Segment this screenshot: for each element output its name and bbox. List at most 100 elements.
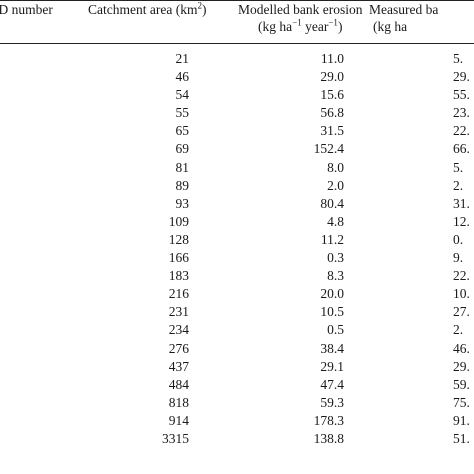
cell-modelled-erosion: 29.1	[320, 358, 344, 374]
cell-modelled-erosion: 31.5	[320, 123, 344, 139]
cell-catchment-area: 81	[175, 159, 190, 175]
cell-catchment-area: 21	[175, 51, 190, 66]
cell-measured-erosion: 66.	[453, 141, 470, 157]
cell-catchment-area: 484	[168, 376, 189, 392]
header-modelled-unit: (kg ha−1 year−1)	[238, 18, 362, 35]
table-row: 484 47.4 59.	[0, 376, 474, 394]
cell-measured-erosion: 29.	[453, 69, 470, 85]
cell-modelled-erosion: 29.0	[320, 69, 344, 85]
header-catchment-area: Catchment area (km2)	[88, 1, 206, 18]
table-row: 54 15.6 55.	[0, 86, 474, 104]
table-row: 276 38.4 46.	[0, 340, 474, 358]
cell-catchment-area: 231	[168, 304, 189, 320]
table-top-rule	[0, 0, 474, 1]
cell-catchment-area: 914	[168, 412, 189, 428]
cell-modelled-erosion: 11.2	[320, 231, 344, 247]
cell-catchment-area: 65	[175, 123, 190, 139]
cell-catchment-area: 3315	[162, 430, 189, 446]
cell-modelled-erosion: 8.0	[327, 159, 344, 175]
cell-catchment-area: 55	[175, 105, 190, 121]
cell-measured-erosion: 5.	[453, 159, 464, 175]
cell-modelled-erosion: 152.4	[313, 141, 344, 157]
table-row: 81 8.0 5.	[0, 159, 474, 177]
header-modelled-unit-part: (kg ha	[258, 19, 293, 34]
cell-modelled-erosion: 4.8	[327, 213, 344, 229]
cell-catchment-area: 89	[175, 177, 190, 193]
cell-modelled-erosion: 178.3	[313, 412, 344, 428]
cell-measured-erosion: 5.	[453, 51, 464, 66]
cell-measured-erosion: 91.	[453, 412, 470, 428]
cell-catchment-area: 437	[168, 358, 189, 374]
cell-measured-erosion: 59.	[453, 376, 470, 392]
cell-catchment-area: 46	[175, 69, 190, 85]
cell-measured-erosion: 10.	[453, 286, 470, 302]
table-body: 21 11.0 5. 46 29.0 29. 54 15.6 55. 55 56.8 23. 65 31.…	[0, 50, 474, 448]
header-area-close: )	[201, 2, 207, 17]
cell-measured-erosion: 2.	[453, 322, 464, 338]
cell-measured-erosion: 31.	[453, 195, 470, 211]
cell-modelled-erosion: 2.0	[327, 177, 344, 193]
header-modelled-label: Modelled bank erosion	[238, 2, 363, 17]
table-header-rule	[0, 43, 474, 44]
cell-modelled-erosion: 38.4	[320, 340, 344, 356]
cell-catchment-area: 54	[175, 87, 190, 103]
cell-catchment-area: 183	[168, 268, 189, 284]
cell-measured-erosion: 22.	[453, 268, 470, 284]
table-row: 69 152.4 66.	[0, 140, 474, 158]
header-measured-unit: (kg ha	[373, 19, 408, 34]
cell-catchment-area: 234	[168, 322, 189, 338]
table-row: 21 11.0 5.	[0, 50, 474, 68]
cell-modelled-erosion: 59.3	[320, 394, 344, 410]
cell-measured-erosion: 27.	[453, 304, 470, 320]
cell-measured-erosion: 9.	[453, 250, 464, 266]
cell-catchment-area: 818	[168, 394, 189, 410]
cell-measured-erosion: 55.	[453, 87, 470, 103]
table-row: 109 4.8 12.	[0, 213, 474, 231]
cell-catchment-area: 69	[175, 141, 190, 157]
cell-measured-erosion: 51.	[453, 430, 470, 446]
cell-modelled-erosion: 138.8	[313, 430, 344, 446]
cell-catchment-area: 109	[168, 213, 189, 229]
table-row: 437 29.1 29.	[0, 358, 474, 376]
table-row: 65 31.5 22.	[0, 122, 474, 140]
cell-modelled-erosion: 47.4	[320, 376, 344, 392]
cell-measured-erosion: 12.	[453, 213, 470, 229]
cell-catchment-area: 93	[175, 195, 190, 211]
cell-modelled-erosion: 0.5	[327, 322, 344, 338]
table-row: 216 20.0 10.	[0, 285, 474, 303]
cell-modelled-erosion: 20.0	[320, 286, 344, 302]
cell-modelled-erosion: 10.5	[320, 304, 344, 320]
header-area-label: Catchment area (km	[88, 2, 198, 17]
table-row: 183 8.3 22.	[0, 267, 474, 285]
header-id-label: ID number	[0, 2, 53, 17]
table-row: 3315 138.8 51.	[0, 430, 474, 448]
header-measured-bank-erosion: Measured ba (kg ha	[369, 1, 438, 35]
cell-modelled-erosion: 80.4	[320, 195, 344, 211]
header-modelled-bank-erosion: Modelled bank erosion (kg ha−1 year−1)	[238, 1, 362, 35]
cell-modelled-erosion: 15.6	[320, 87, 344, 103]
table-row: 128 11.2 0.	[0, 231, 474, 249]
table-row: 166 0.3 9.	[0, 249, 474, 267]
table-row: 46 29.0 29.	[0, 68, 474, 86]
cell-measured-erosion: 46.	[453, 340, 470, 356]
cell-measured-erosion: 29.	[453, 358, 470, 374]
header-modelled-unit-part: year	[301, 19, 329, 34]
table-row: 89 2.0 2.	[0, 177, 474, 195]
cell-measured-erosion: 2.	[453, 177, 464, 193]
cell-catchment-area: 216	[168, 286, 189, 302]
table-row: 93 80.4 31.	[0, 195, 474, 213]
table-header: ID number Catchment area (km2) Modelled …	[0, 0, 474, 42]
cell-modelled-erosion: 8.3	[327, 268, 344, 284]
cell-measured-erosion: 22.	[453, 123, 470, 139]
header-modelled-unit-sup: −1	[292, 17, 302, 28]
table-row: 234 0.5 2.	[0, 321, 474, 339]
header-modelled-unit-part: )	[337, 19, 343, 34]
cell-modelled-erosion: 0.3	[327, 250, 344, 266]
header-modelled-unit-sup: −1	[328, 17, 338, 28]
cell-modelled-erosion: 11.0	[320, 51, 344, 66]
cell-measured-erosion: 23.	[453, 105, 470, 121]
cell-modelled-erosion: 56.8	[320, 105, 344, 121]
cell-catchment-area: 166	[168, 250, 189, 266]
cell-catchment-area: 128	[168, 231, 189, 247]
